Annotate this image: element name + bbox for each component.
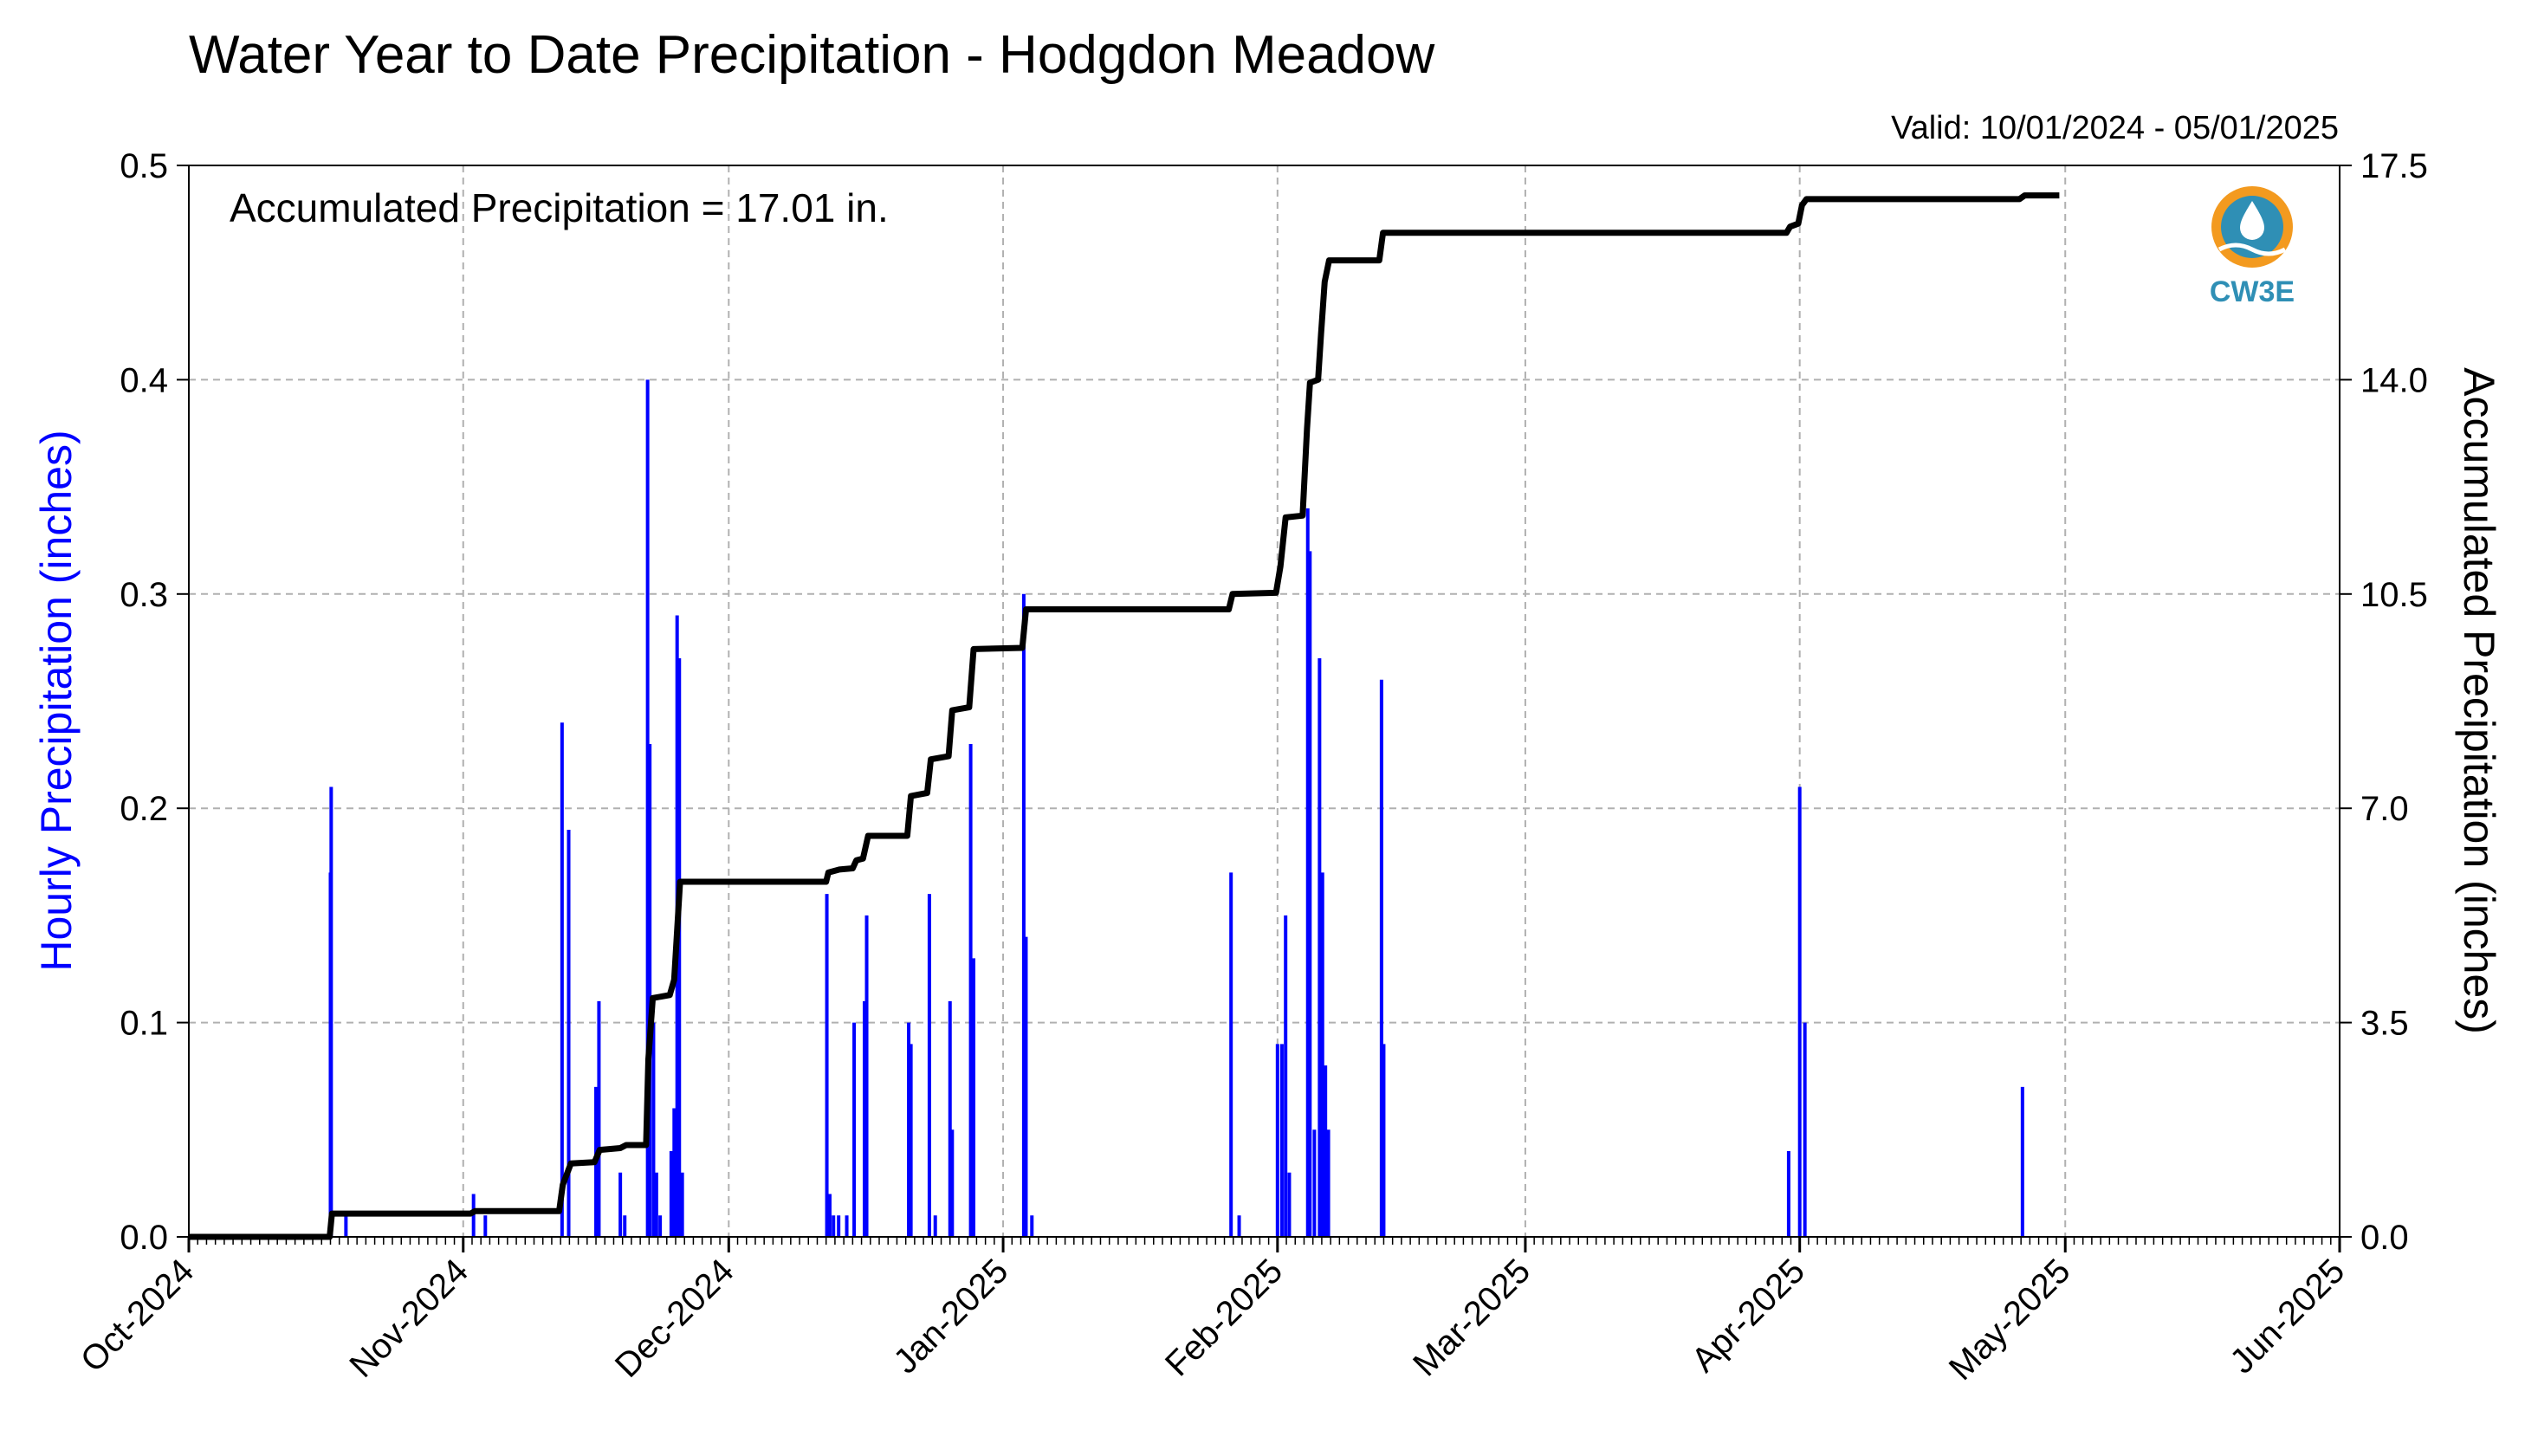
accumulated-annotation: Accumulated Precipitation = 17.01 in. bbox=[230, 185, 889, 230]
axes: 0.0 0.1 0.2 0.3 0.4 0.5 0.0 3.5 7.0 10.5 14.0 17.5 O… bbox=[74, 147, 2428, 1388]
x-tick-label: Jan-2025 bbox=[886, 1252, 1015, 1381]
y-left-tick-label: 0.1 bbox=[120, 1005, 168, 1043]
accumulated-line bbox=[189, 192, 2060, 1240]
y-left-tick-label: 0.2 bbox=[120, 790, 168, 828]
y-right-tick-label: 10.5 bbox=[2360, 576, 2428, 614]
logo-water-line bbox=[2217, 243, 2287, 256]
y-right-tick-label: 17.5 bbox=[2360, 147, 2428, 185]
x-tick-label: May-2025 bbox=[1942, 1252, 2078, 1388]
y-right-tick-label: 0.0 bbox=[2360, 1219, 2409, 1257]
x-tick-label: Apr-2025 bbox=[1685, 1252, 1812, 1379]
x-tick-label: Jun-2025 bbox=[2223, 1252, 2352, 1381]
x-tick-label: Dec-2024 bbox=[608, 1252, 741, 1385]
valid-range: Valid: 10/01/2024 - 05/01/2025 bbox=[1891, 110, 2339, 146]
y-left-tick-label: 0.0 bbox=[120, 1219, 168, 1257]
y-left-tick-label: 0.4 bbox=[120, 361, 168, 399]
plot-frame bbox=[188, 165, 2340, 1238]
grid-lines bbox=[189, 165, 2340, 1237]
x-tick-label: Feb-2025 bbox=[1158, 1252, 1290, 1383]
y-left-label: Hourly Precipitation (inches) bbox=[32, 430, 81, 971]
chart-title: Water Year to Date Precipitation - Hodgd… bbox=[189, 25, 1435, 85]
y-right-tick-label: 7.0 bbox=[2360, 790, 2409, 828]
y-left-tick-label: 0.5 bbox=[120, 147, 168, 185]
x-tick-label: Oct-2024 bbox=[74, 1252, 201, 1379]
water-drop-icon bbox=[2240, 201, 2264, 240]
logo-text: CW3E bbox=[2210, 275, 2295, 308]
y-right-label: Accumulated Precipitation (inches) bbox=[2455, 367, 2503, 1034]
y-right-tick-label: 3.5 bbox=[2360, 1005, 2409, 1043]
y-left-tick-label: 0.3 bbox=[120, 576, 168, 614]
y-right-tick-label: 14.0 bbox=[2360, 361, 2428, 399]
cw3e-logo: CW3E bbox=[2210, 186, 2295, 308]
x-tick-label: Nov-2024 bbox=[342, 1252, 476, 1385]
x-tick-label: Mar-2025 bbox=[1406, 1252, 1538, 1383]
